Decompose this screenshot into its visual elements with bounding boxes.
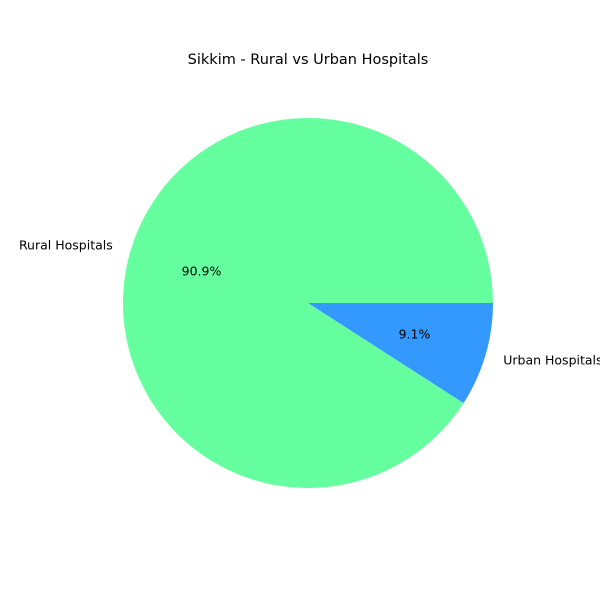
slice-label: Rural Hospitals [19, 238, 113, 253]
pie-labels: Rural Hospitals 90.9% Urban Hospitals 9.1% [19, 238, 600, 368]
chart-title: Sikkim - Rural vs Urban Hospitals [188, 52, 429, 68]
slice-percent-label: 90.9% [182, 264, 222, 279]
slice-percent-label: 9.1% [399, 326, 431, 341]
pie-slices [123, 117, 493, 488]
pie-slice-urban-hospitals [308, 303, 493, 404]
slice-label: Urban Hospitals [503, 352, 600, 367]
